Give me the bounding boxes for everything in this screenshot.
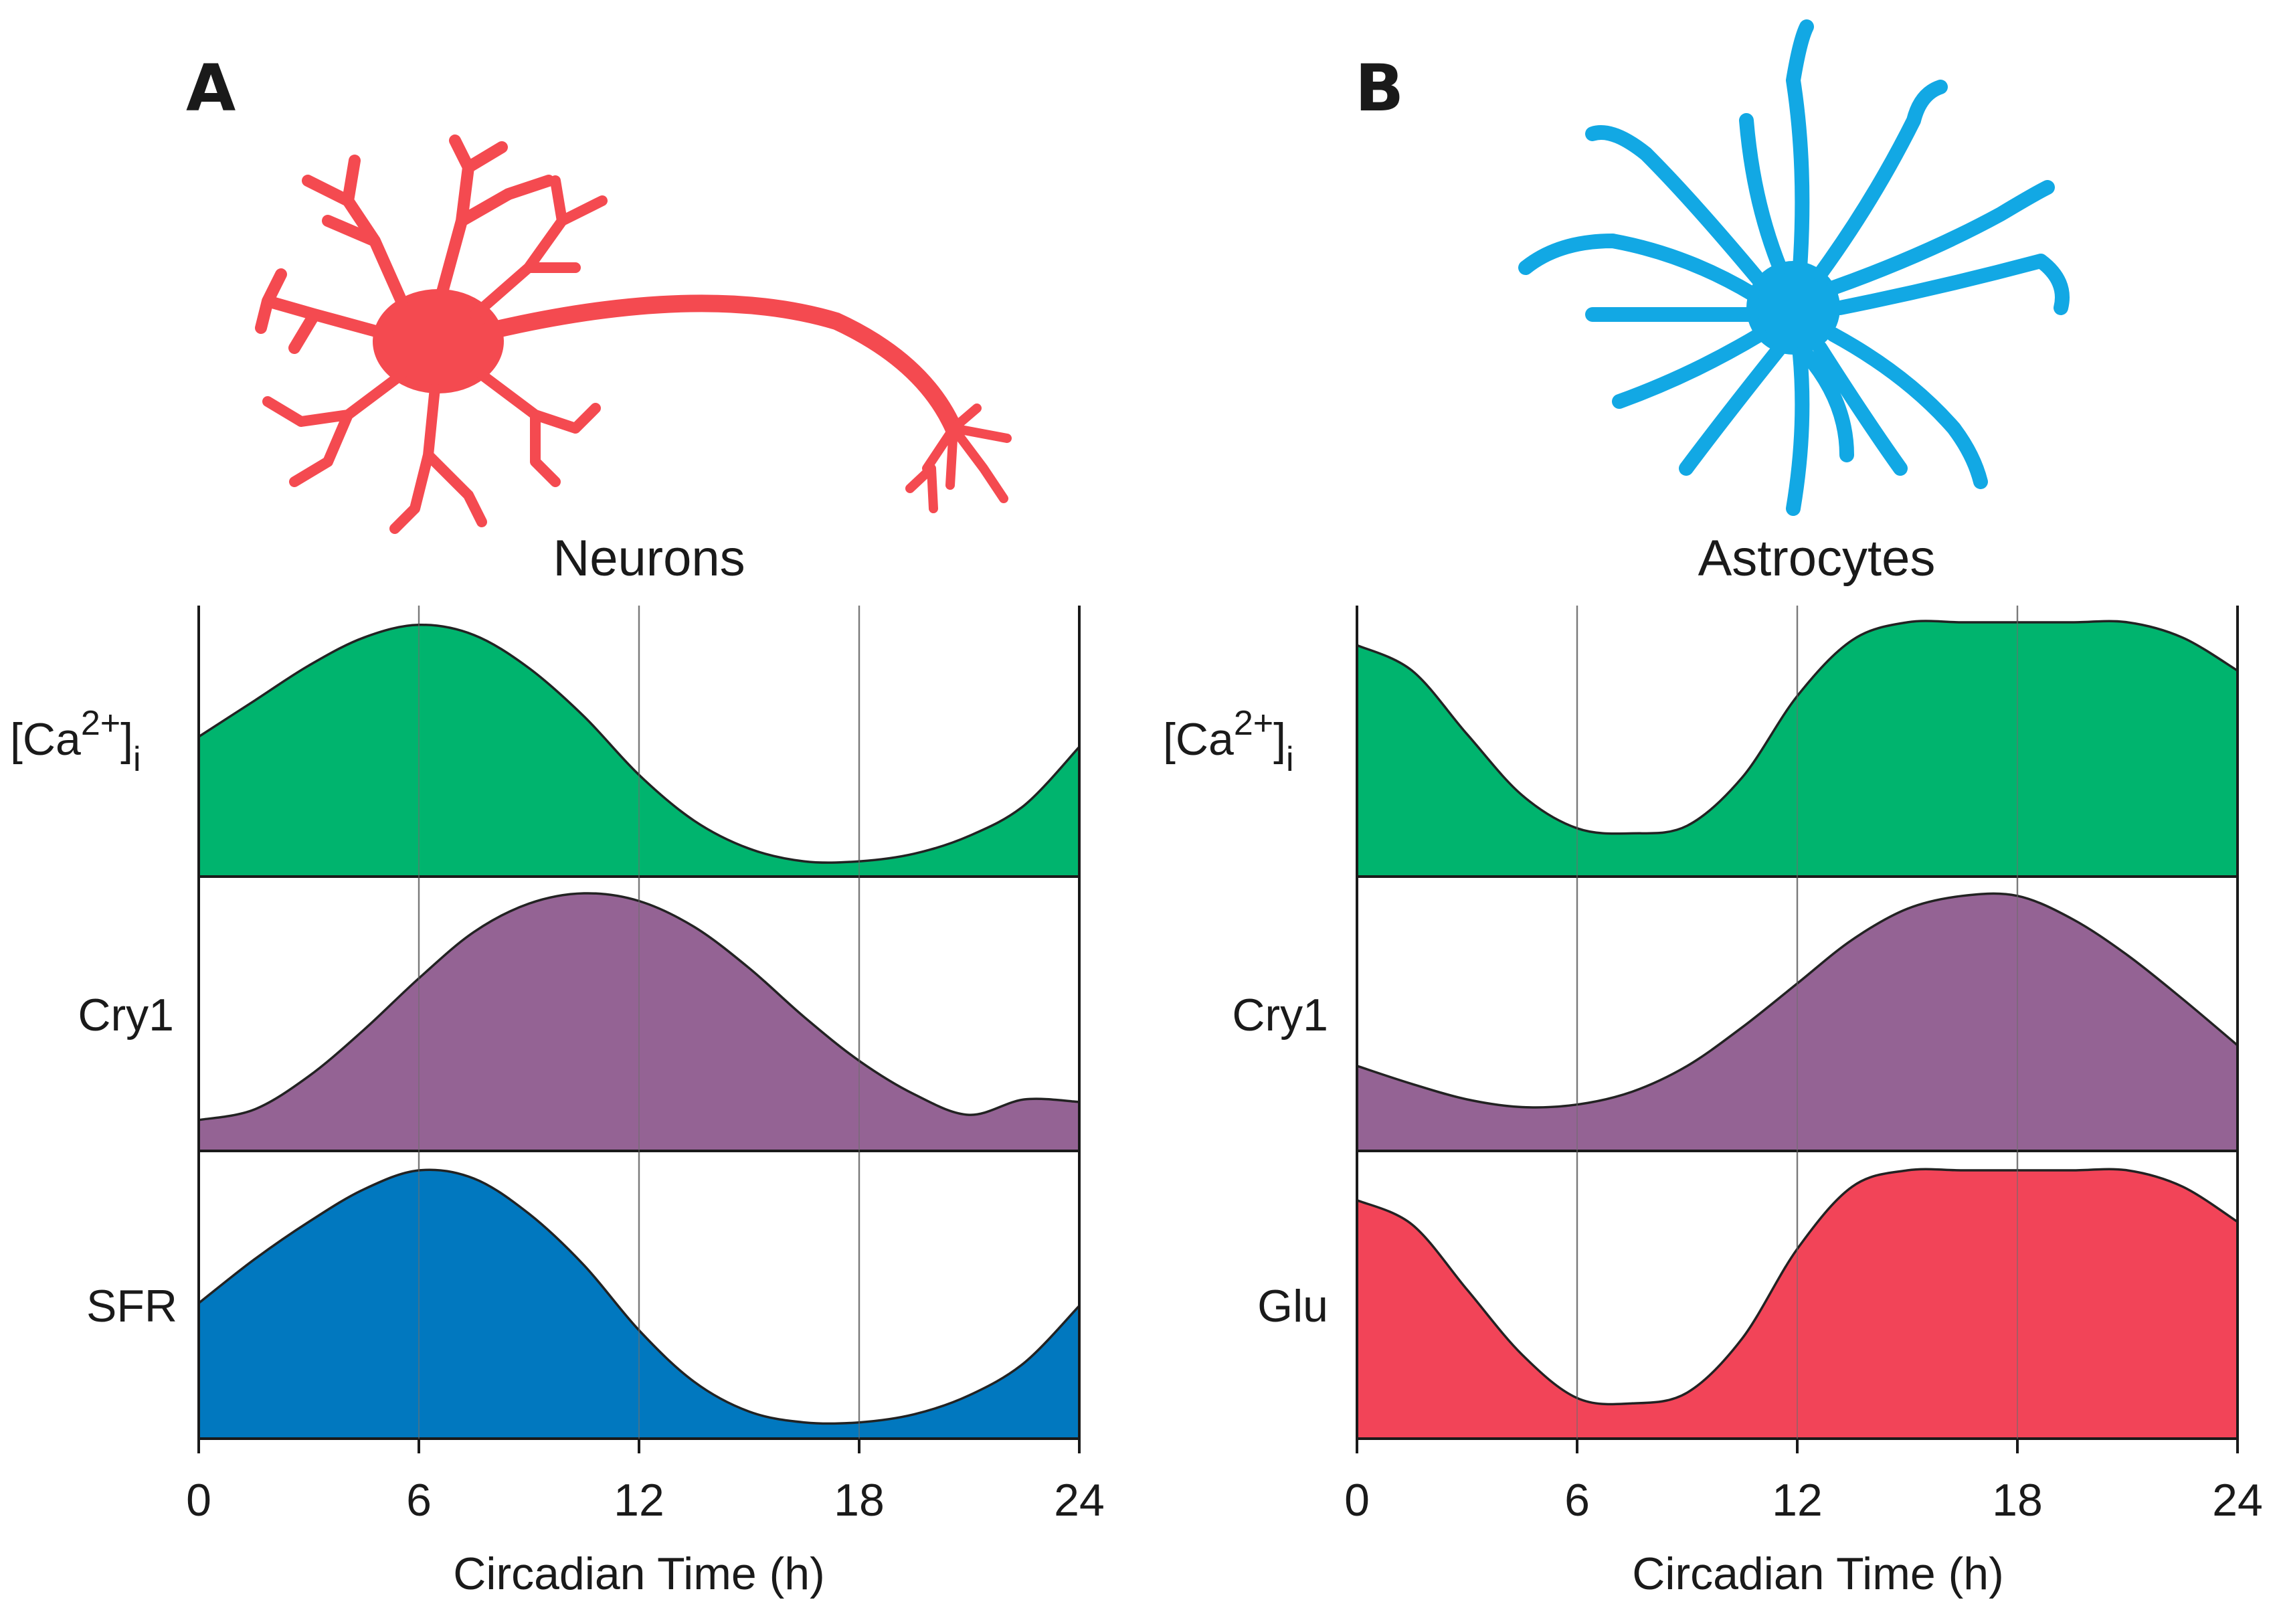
- row-label-a-sfr: SFR: [86, 1281, 177, 1332]
- plot-neurons: [197, 606, 1081, 1453]
- x-axis-title-a: Circadian Time (h): [453, 1548, 825, 1599]
- series-outline: [1356, 620, 2238, 835]
- row-label-a-cry1: Cry1: [78, 990, 174, 1041]
- panel-b-letter: B: [1355, 51, 1404, 126]
- astrocyte-icon: [1518, 19, 2070, 516]
- x-tick-label: 6: [406, 1475, 432, 1526]
- panel-a-title: Neurons: [553, 530, 745, 587]
- plot-astrocytes: [1356, 606, 2239, 1453]
- x-tick-label: 24: [2212, 1475, 2263, 1526]
- row-label-b-cry1: Cry1: [1232, 990, 1328, 1041]
- x-tick-label: 18: [834, 1475, 885, 1526]
- x-tick-label: 18: [1992, 1475, 2043, 1526]
- x-tick-label: 6: [1564, 1475, 1590, 1526]
- row-label-b-calcium: [Ca2+]i: [1163, 704, 1294, 779]
- panel-a-letter: A: [186, 51, 236, 126]
- series-outline: [1356, 1168, 2238, 1406]
- row-label-b-glu: Glu: [1257, 1281, 1328, 1332]
- x-tick-label: 0: [1344, 1475, 1370, 1526]
- neuron-icon: [255, 134, 1012, 534]
- x-tick-label: 0: [186, 1475, 211, 1526]
- x-tick-label: 12: [614, 1475, 664, 1526]
- row-label-a-calcium: [Ca2+]i: [10, 704, 141, 779]
- x-tick-label: 24: [1054, 1475, 1105, 1526]
- x-tick-label: 12: [1772, 1475, 1823, 1526]
- x-axis-title-b: Circadian Time (h): [1632, 1548, 2004, 1599]
- panel-b-title: Astrocytes: [1698, 530, 1936, 587]
